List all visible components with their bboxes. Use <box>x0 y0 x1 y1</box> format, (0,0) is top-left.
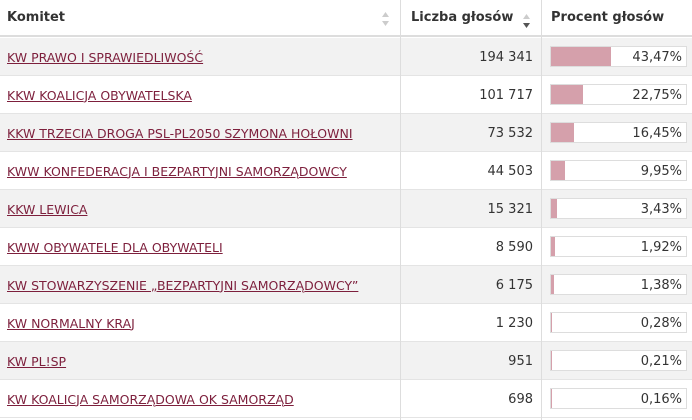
committee-cell: KKW KOALICJA OBYWATELSKA <box>0 76 400 114</box>
committee-link[interactable]: KW NORMALNY KRAJ <box>7 315 135 331</box>
votes-cell: 698 <box>508 391 533 407</box>
percent-bar-box <box>550 160 687 181</box>
committee-cell: KKW TRZECIA DROGA PSL-PL2050 SZYMONA HOŁ… <box>0 114 400 152</box>
committee-link[interactable]: KWW OBYWATELE DLA OBYWATELI <box>7 239 223 255</box>
percent-bar <box>551 313 553 332</box>
header-committee[interactable]: Komitet <box>0 0 400 37</box>
percent-label: 1,38% <box>640 277 682 293</box>
column-divider <box>400 0 401 420</box>
header-percent[interactable]: Procent głosów <box>541 0 692 37</box>
committee-cell: KW STOWARZYSZENIE „BEZPARTYJNI SAMORZĄDO… <box>0 266 400 304</box>
percent-bar <box>551 85 583 104</box>
percent-label: 0,28% <box>640 315 682 331</box>
percent-bar-box <box>550 312 687 333</box>
percent-label: 0,16% <box>640 391 682 407</box>
votes-cell: 15 321 <box>487 201 534 217</box>
header-text: Procent głosów <box>551 10 665 25</box>
committee-cell: KW NORMALNY KRAJ <box>0 304 400 342</box>
percent-bar-box <box>550 350 687 371</box>
percent-bar <box>551 237 555 256</box>
percent-label: 22,75% <box>632 87 682 103</box>
sort-icon <box>523 14 530 28</box>
percent-bar-box <box>550 46 687 67</box>
percent-label: 0,21% <box>640 353 682 369</box>
committee-cell: KW PRAWO I SPRAWIEDLIWOŚĆ <box>0 38 400 76</box>
committee-cell: KW KOALICJA SAMORZĄDOWA OK SAMORZĄD <box>0 380 400 418</box>
committee-link[interactable]: KW STOWARZYSZENIE „BEZPARTYJNI SAMORZĄDO… <box>7 277 359 293</box>
votes-cell: 6 175 <box>495 277 533 293</box>
committee-link[interactable]: KW PL!SP <box>7 353 67 369</box>
committee-link[interactable]: KW KOALICJA SAMORZĄDOWA OK SAMORZĄD <box>7 391 294 407</box>
committee-cell: KW PL!SP <box>0 342 400 380</box>
committee-link[interactable]: KW PRAWO I SPRAWIEDLIWOŚĆ <box>7 49 204 65</box>
committee-link[interactable]: KKW LEWICA <box>7 201 88 217</box>
committee-link[interactable]: KKW TRZECIA DROGA PSL-PL2050 SZYMONA HOŁ… <box>7 125 353 141</box>
committee-cell: KWW KONFEDERACJA I BEZPARTYJNI SAMORZĄDO… <box>0 152 400 190</box>
percent-bar <box>551 161 566 180</box>
votes-cell: 8 590 <box>495 239 533 255</box>
votes-cell: 101 717 <box>479 87 533 103</box>
percent-label: 9,95% <box>640 163 682 179</box>
percent-bar <box>551 275 554 294</box>
percent-bar <box>551 47 611 66</box>
percent-bar-box <box>550 198 687 219</box>
percent-bar-box <box>550 84 687 105</box>
committee-link[interactable]: KWW KONFEDERACJA I BEZPARTYJNI SAMORZĄDO… <box>7 163 347 179</box>
header-text: Liczba głosów <box>411 10 514 25</box>
committee-cell: KKW LEWICA <box>0 190 400 228</box>
percent-bar-box <box>550 122 687 143</box>
votes-cell: 951 <box>508 353 533 369</box>
sort-icon <box>382 12 389 26</box>
votes-cell: 1 230 <box>495 315 533 331</box>
header-text: Komitet <box>7 10 66 25</box>
percent-bar <box>551 389 553 408</box>
committee-cell: KWW OBYWATELE DLA OBYWATELI <box>0 228 400 266</box>
percent-bar <box>551 199 557 218</box>
percent-bar <box>551 351 553 370</box>
percent-bar <box>551 123 575 142</box>
percent-bar-box <box>550 274 687 295</box>
percent-label: 16,45% <box>632 125 682 141</box>
votes-cell: 44 503 <box>487 163 534 179</box>
committee-link[interactable]: KKW KOALICJA OBYWATELSKA <box>7 87 192 103</box>
votes-cell: 194 341 <box>479 49 533 65</box>
percent-label: 3,43% <box>640 201 682 217</box>
percent-bar-box <box>550 236 687 257</box>
header-votes[interactable]: Liczba głosów <box>400 0 541 37</box>
percent-label: 43,47% <box>632 49 682 65</box>
votes-cell: 73 532 <box>487 125 534 141</box>
column-divider <box>541 0 542 420</box>
percent-label: 1,92% <box>640 239 682 255</box>
percent-bar-box <box>550 388 687 409</box>
